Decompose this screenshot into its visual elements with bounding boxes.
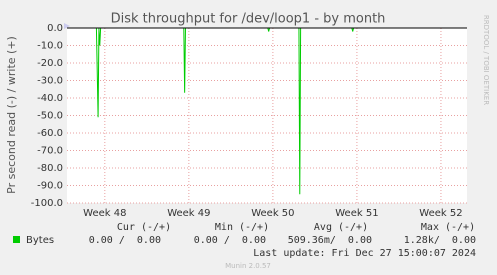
y-tick-label: -90.0 — [37, 181, 63, 192]
legend-label: Bytes — [26, 235, 54, 246]
stats-value: 0.00 / 0.00 — [89, 235, 161, 246]
stats-header: Cur (-/+) — [117, 222, 171, 233]
stats-header: Min (-/+) — [215, 222, 269, 233]
y-tick-label: -80.0 — [37, 163, 63, 174]
legend-swatch — [13, 236, 20, 243]
y-tick-label: -40.0 — [37, 93, 63, 104]
y-axis-label: Pr second read (-) / write (+) — [5, 36, 18, 194]
x-tick-label: Week 51 — [335, 208, 378, 219]
stats-value: 1.28k/ 0.00 — [404, 235, 476, 246]
x-tick-label: Week 49 — [167, 208, 210, 219]
stats-value: 509.36m/ 0.00 — [288, 235, 372, 246]
y-tick-label: -100.0 — [31, 198, 63, 209]
axis-arrow — [64, 23, 70, 29]
footer: Munin 2.0.57 — [225, 262, 271, 270]
y-tick-label: -60.0 — [37, 128, 63, 139]
x-tick-label: Week 50 — [251, 208, 294, 219]
y-tick-label: -10.0 — [37, 41, 63, 52]
side-label: RRDTOOL / TOBI OETIKER — [482, 15, 490, 105]
x-tick-label: Week 48 — [83, 208, 126, 219]
y-tick-label: -70.0 — [37, 146, 63, 157]
stats-header: Avg (-/+) — [314, 222, 368, 233]
last-update: Last update: Fri Dec 27 15:00:07 2024 — [253, 248, 476, 259]
y-tick-label: -50.0 — [37, 111, 63, 122]
y-tick-label: -20.0 — [37, 58, 63, 69]
stats-value: 0.00 / 0.00 — [194, 235, 266, 246]
y-tick-label: -30.0 — [37, 76, 63, 87]
stats-header: Max (-/+) — [421, 222, 475, 233]
chart-title: Disk throughput for /dev/loop1 - by mont… — [111, 12, 386, 27]
y-tick-label: 0.0 — [47, 23, 63, 34]
x-tick-label: Week 52 — [419, 208, 462, 219]
